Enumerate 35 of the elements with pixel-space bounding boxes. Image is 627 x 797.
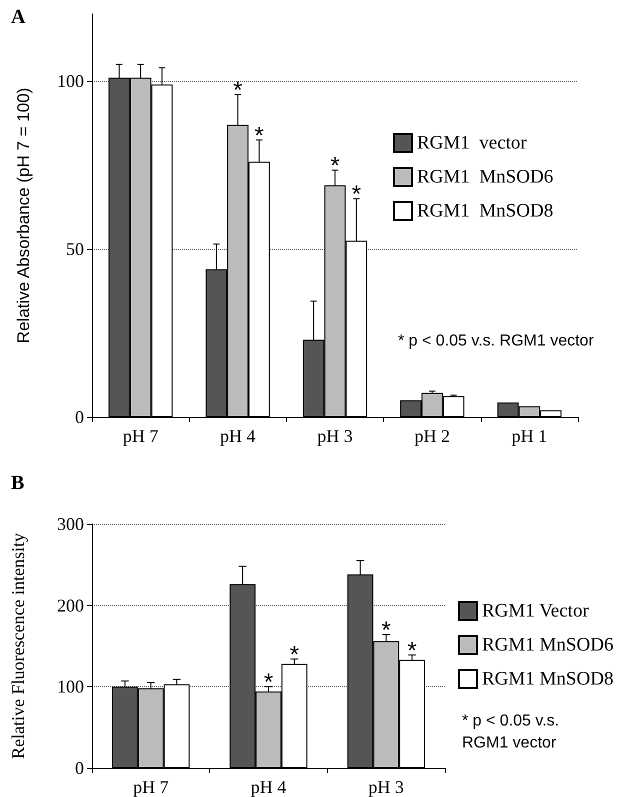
data-label: * xyxy=(264,669,274,696)
legend-label: RGM1 MnSOD6 xyxy=(482,634,614,656)
x-tick-label: pH 4 xyxy=(250,777,286,797)
chart-title: A xyxy=(11,6,26,28)
data-label: * xyxy=(233,77,242,104)
x-tick-label: pH 7 xyxy=(133,777,169,797)
x-tick-label: pH 1 xyxy=(512,426,548,446)
y-tick-label: 0 xyxy=(75,758,84,778)
x-tick-label: pH 2 xyxy=(414,426,450,446)
annotation: * p < 0.05 v.s. RGM1 vector xyxy=(398,332,594,350)
legend-label: RGM1 Vector xyxy=(482,600,590,622)
y-axis-title: Relative Fluorescence intensity xyxy=(8,533,28,759)
text: * p < 0.05 v.s. RGM1 vector xyxy=(462,712,564,752)
y-tick-label: 100 xyxy=(57,676,84,697)
data-label: * xyxy=(254,122,264,150)
x-tick-label: pH 7 xyxy=(122,426,158,446)
y-tick-label: 200 xyxy=(57,595,84,616)
chart-title: B xyxy=(11,472,24,494)
data-label: * xyxy=(330,152,340,180)
data-label: * xyxy=(381,617,391,644)
x-tick-label: pH 3 xyxy=(317,426,353,446)
x-tick-label: pH 3 xyxy=(368,777,404,797)
legend-label: RGM1 MnSOD6 xyxy=(417,166,554,188)
data-label: * xyxy=(352,181,362,208)
legend-label: RGM1 MnSOD8 xyxy=(417,200,554,222)
legend-label: RGM1 vector xyxy=(417,132,528,154)
y-tick-label: 100 xyxy=(57,71,84,92)
data-label: * xyxy=(290,642,300,669)
y-tick-label: 50 xyxy=(66,239,84,260)
legend-label: RGM1 MnSOD8 xyxy=(482,668,614,690)
y-tick-label: 0 xyxy=(75,407,84,427)
y-axis-title: Relative Absorbance (pH 7 = 100) xyxy=(14,88,33,344)
y-tick-label: 300 xyxy=(57,514,84,534)
data-label: * xyxy=(407,637,417,664)
x-tick-label: pH 4 xyxy=(220,426,256,446)
